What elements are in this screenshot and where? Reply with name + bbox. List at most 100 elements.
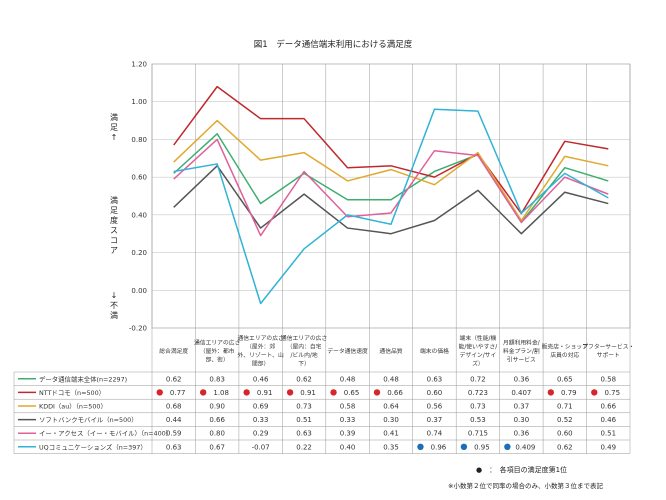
y-label-mid-char: ア: [110, 246, 118, 255]
y-tick-label: 1.00: [131, 98, 147, 106]
data-label: 0.75: [604, 389, 620, 397]
data-label: 0.95: [474, 443, 490, 451]
data-label: 0.37: [427, 416, 443, 424]
first-place-mark: [199, 389, 207, 396]
y-label-bottom-char: ↓: [111, 291, 118, 300]
x-tick-label: アフターサービス・: [582, 343, 634, 351]
data-label: 0.67: [209, 443, 225, 451]
x-tick-label: 通信エリアの広さ: [281, 334, 327, 342]
first-place-mark: [156, 389, 163, 396]
data-label: 0.59: [166, 430, 182, 438]
data-label: 0.73: [470, 403, 486, 411]
y-label-bottom-char: 不: [110, 301, 118, 310]
data-label: 0.60: [557, 430, 573, 438]
x-tick-label: （屋外：都市: [200, 347, 235, 355]
x-tick-label: 外、リゾート、山: [238, 351, 284, 359]
y-label-top: 満足↑: [110, 113, 118, 142]
x-tick-label: 引サービス: [507, 355, 536, 363]
y-tick-label: 0.20: [131, 249, 147, 257]
x-tick-label: 通信品質: [379, 347, 402, 355]
data-label: 0.65: [557, 375, 573, 383]
first-place-mark: [373, 389, 381, 396]
data-label: 0.66: [600, 403, 616, 411]
y-label-top-char: ↑: [111, 133, 118, 142]
legend-note: ● ： 各項目の満足度第1位: [476, 465, 567, 475]
legend-entry: イー・アクセス（イー・モバイル）（n=400）: [39, 430, 172, 438]
y-tick-label: -0.20: [129, 325, 147, 333]
x-tick-label: 料金プラン/割: [503, 347, 540, 355]
data-label: 0.91: [257, 389, 273, 397]
legend-entry: NTTドコモ（n=500）: [39, 389, 105, 397]
data-label: 0.53: [470, 416, 486, 424]
data-label: 0.63: [166, 443, 182, 451]
data-label: 0.63: [427, 375, 443, 383]
plot-area: [151, 63, 631, 329]
first-place-mark: [591, 389, 598, 396]
data-label: 0.51: [296, 416, 312, 424]
data-label: 0.74: [427, 430, 443, 438]
data-label: 0.29: [253, 430, 269, 438]
first-place-mark: [243, 389, 250, 396]
data-label: 1.08: [213, 389, 229, 397]
x-tick-label: 総合満足度: [159, 347, 188, 355]
x-tick-label: 下）: [298, 361, 310, 368]
y-tick-label: 0.40: [131, 211, 147, 219]
x-tick-label: 販売店・ショップ: [542, 343, 589, 351]
legend-entry: ソフトバンクモバイル（n=500）: [39, 416, 138, 424]
data-label: 0.44: [166, 416, 182, 424]
data-label: 0.63: [296, 430, 312, 438]
data-label: 0.73: [296, 403, 312, 411]
y-label-mid-char: コ: [110, 236, 118, 245]
x-tick-label: （屋内：自宅: [287, 343, 322, 351]
data-label: 0.46: [253, 375, 269, 383]
data-label: 0.90: [209, 403, 225, 411]
data-label: 0.33: [253, 416, 269, 424]
data-label: 0.407: [511, 389, 531, 397]
x-tick-label: 端末（性能/機: [460, 334, 497, 342]
first-place-mark: [417, 443, 424, 450]
legend-entry: KDDI（au）（n=500）: [39, 403, 107, 411]
data-label: 0.49: [600, 443, 616, 451]
data-label: 0.40: [340, 443, 356, 451]
data-label: 0.715: [468, 430, 488, 438]
data-label: 0.62: [296, 375, 312, 383]
data-label: 0.66: [209, 416, 225, 424]
first-place-mark: [286, 389, 294, 396]
data-label: 0.48: [383, 375, 399, 383]
data-label: 0.83: [209, 375, 225, 383]
first-place-mark: [330, 389, 337, 396]
y-label-mid-char: 満: [110, 196, 118, 205]
decimal-note-text: ※小数第２位で同率の場合のみ、小数第３位まで表記: [448, 482, 603, 490]
y-label-mid-char: 度: [110, 215, 118, 225]
y-label-mid-char: ス: [110, 226, 118, 235]
first-place-mark: [460, 443, 468, 450]
y-label-bottom-char: 満: [110, 311, 118, 320]
first-place-mark: [504, 443, 511, 450]
y-label-mid-char: 足: [110, 206, 118, 215]
first-place-mark: [547, 389, 555, 396]
data-label: 0.39: [340, 430, 356, 438]
data-label: 0.36: [514, 430, 530, 438]
x-tick-label: ズ）: [472, 360, 484, 368]
first-place-note: ● ： 各項目の満足度第1位: [476, 466, 568, 474]
decimal-note: ※小数第２位で同率の場合のみ、小数第３位まで表記: [448, 480, 603, 490]
data-label: 0.41: [383, 430, 399, 438]
data-label: 0.409: [515, 443, 535, 451]
chart-title: 図1 データ通信端末利用における満足度: [253, 40, 413, 50]
y-tick-label: 0.00: [131, 287, 147, 295]
data-label: 0.79: [561, 389, 577, 397]
data-label: 0.30: [514, 416, 530, 424]
data-label: 0.723: [468, 389, 488, 397]
data-label: 0.72: [470, 375, 486, 383]
x-tick-label: 通信エリアの広さ: [237, 334, 283, 342]
data-label: 0.36: [514, 375, 530, 383]
data-label: 0.52: [557, 416, 573, 424]
data-label: 0.71: [557, 403, 573, 411]
data-label: 0.56: [427, 403, 443, 411]
data-label: 0.65: [344, 389, 360, 397]
data-label: 0.22: [296, 443, 312, 451]
data-label: 0.66: [387, 389, 403, 397]
y-label-bottom: ↓不満: [110, 291, 118, 320]
data-label: 0.69: [253, 403, 269, 411]
